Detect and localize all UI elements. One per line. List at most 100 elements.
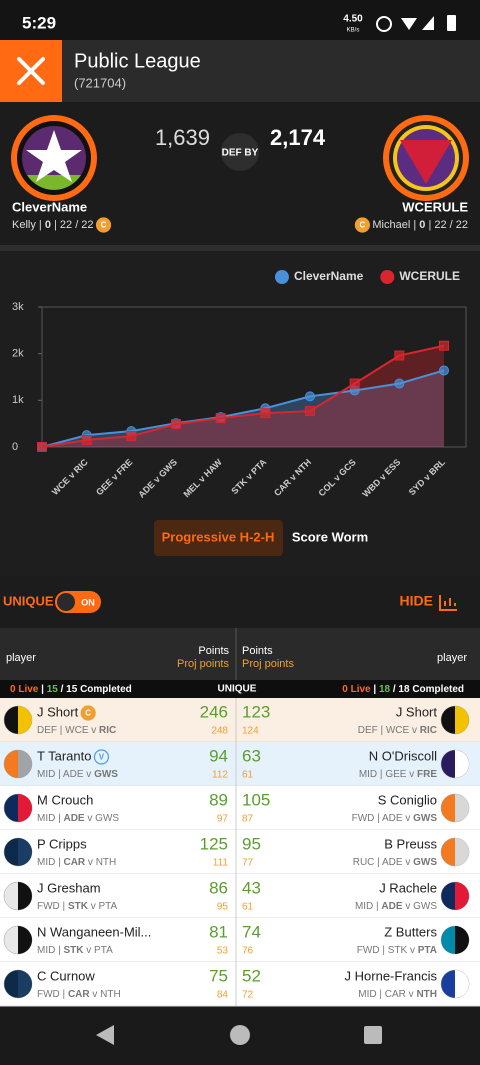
proj-points: 97 xyxy=(217,814,229,825)
col-proj: Proj points xyxy=(177,658,229,670)
team-logo-right xyxy=(383,115,469,201)
rich-text: FWD | ADE v GWS xyxy=(352,813,438,824)
player-name: J Short xyxy=(396,704,438,719)
row-bg[interactable] xyxy=(0,874,480,918)
jumper-half xyxy=(455,706,469,734)
rich-text: MID | STK v PTA xyxy=(37,945,113,956)
rich-text: FWD | STK v PTA xyxy=(37,901,118,912)
nav-home[interactable] xyxy=(230,1025,250,1045)
text-piece: CAR xyxy=(63,857,85,868)
text-piece: | 22 / 22 xyxy=(51,219,94,231)
player-name: B Preuss xyxy=(384,836,437,851)
points: 89 xyxy=(209,790,228,809)
points: 63 xyxy=(242,746,261,765)
points: 95 xyxy=(242,834,261,853)
points: 43 xyxy=(242,878,261,897)
point xyxy=(439,365,449,376)
proj-points: 72 xyxy=(242,990,254,1001)
text-piece: v GWS xyxy=(85,813,120,824)
jumper-half xyxy=(18,970,32,998)
rich-text: 0 Live | 18 / 18 Completed xyxy=(342,684,464,695)
row-bg[interactable] xyxy=(0,786,480,830)
points: 81 xyxy=(209,922,228,941)
text-piece: RIC xyxy=(420,725,437,736)
nav-recent[interactable] xyxy=(364,1026,382,1044)
text-piece: MID | ADE v xyxy=(37,769,94,780)
text-piece: STK xyxy=(63,945,84,956)
tab-label[interactable]: Score Worm xyxy=(292,529,368,544)
toggle-label: ON xyxy=(81,597,95,607)
rich-text: MID | ADE v GWS xyxy=(37,813,119,824)
text-piece: GWS xyxy=(94,769,118,780)
rich-text: Kelly | 0 | 22 / 22 xyxy=(12,219,94,231)
points: 105 xyxy=(242,790,270,809)
proj-points: 76 xyxy=(242,946,254,957)
row-bg[interactable] xyxy=(0,918,480,962)
jumper-half xyxy=(455,882,469,910)
point xyxy=(394,378,405,389)
text-piece: MID | CAR v xyxy=(358,989,416,1000)
text-piece: MID | xyxy=(37,813,63,824)
proj-points: 77 xyxy=(242,858,254,869)
tab-active-bg[interactable] xyxy=(154,520,283,556)
player-name: T Taranto xyxy=(37,748,91,763)
text-piece: NTH xyxy=(416,989,437,1000)
badge-text: C xyxy=(360,221,366,230)
text-piece: GWS xyxy=(413,857,437,868)
team-name-left: CleverName xyxy=(12,199,87,214)
row-bg[interactable] xyxy=(0,962,480,1006)
hide-icon[interactable] xyxy=(439,595,457,611)
player-name: J Rachele xyxy=(379,880,437,895)
col-player: player xyxy=(437,652,467,664)
jumper-half xyxy=(18,706,32,734)
text-piece: 18 xyxy=(379,684,391,695)
row-bg[interactable] xyxy=(0,830,480,874)
text-piece: ADE xyxy=(381,901,402,912)
point xyxy=(171,419,181,430)
legend-swatch xyxy=(380,270,395,284)
text-piece: 0 xyxy=(45,219,51,231)
jumper-half xyxy=(455,970,469,998)
plot-frame xyxy=(41,306,467,448)
text-piece: | 22 / 22 xyxy=(425,219,468,231)
y-tick-label: 0 xyxy=(12,441,18,453)
point xyxy=(81,435,92,445)
score-right: 2,174 xyxy=(270,125,326,150)
nav-back[interactable] xyxy=(96,1025,114,1045)
col-proj: Proj points xyxy=(242,658,294,670)
rich-text: MID | GEE v FRE xyxy=(359,769,438,780)
league-title: Public League xyxy=(74,50,201,72)
proj-points: 61 xyxy=(242,902,254,913)
text-piece: Kelly | xyxy=(12,219,45,231)
row-bg[interactable] xyxy=(0,698,480,742)
player-name: J Gresham xyxy=(37,880,101,895)
points: 52 xyxy=(242,966,261,985)
player-name: S Coniglio xyxy=(378,792,437,807)
rich-text: Michael | 0 | 22 / 22 xyxy=(372,219,468,231)
text-piece: GWS xyxy=(413,813,437,824)
text-piece: v PTA xyxy=(88,901,118,912)
legend-label: WCERULE xyxy=(399,269,460,283)
player-name: J Horne-Francis xyxy=(345,968,438,983)
proj-points: 61 xyxy=(242,770,254,781)
points: 86 xyxy=(209,878,228,897)
status-icons xyxy=(376,15,456,32)
jumper-half xyxy=(455,750,469,778)
text-piece: CAR xyxy=(68,989,90,1000)
player-name: M Crouch xyxy=(37,792,93,807)
player-name: J Short xyxy=(37,704,79,719)
points: 74 xyxy=(242,922,261,941)
series-line xyxy=(41,369,445,448)
text-piece: | xyxy=(371,684,379,695)
jumper-half xyxy=(455,794,469,822)
tab-label[interactable]: Progressive H-2-H xyxy=(162,529,275,544)
point xyxy=(215,413,226,424)
row-bg[interactable] xyxy=(0,742,480,786)
status-row xyxy=(0,680,480,698)
points: 75 xyxy=(209,966,228,985)
point xyxy=(394,350,405,361)
col-player: player xyxy=(6,652,36,664)
hide-label[interactable]: HIDE xyxy=(400,593,433,609)
